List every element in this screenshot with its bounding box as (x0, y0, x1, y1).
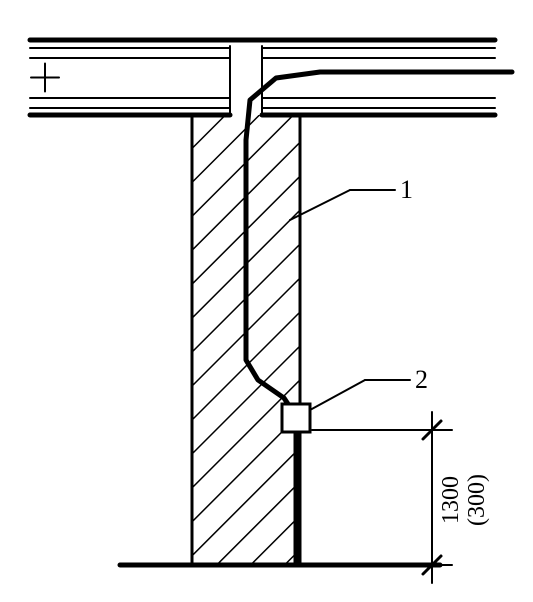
junction-box (282, 404, 310, 432)
dimension-height: 1300(300) (300, 412, 490, 583)
centerline-mark (31, 64, 59, 92)
dimension-primary-label: 1300 (438, 476, 464, 524)
callout-1-label: 1 (400, 175, 413, 204)
dimension-secondary-label: (300) (464, 474, 490, 526)
callout-1: 1 (290, 175, 413, 220)
callout-2-label: 2 (415, 365, 428, 394)
beam (30, 40, 512, 115)
callout-2: 2 (310, 365, 428, 410)
